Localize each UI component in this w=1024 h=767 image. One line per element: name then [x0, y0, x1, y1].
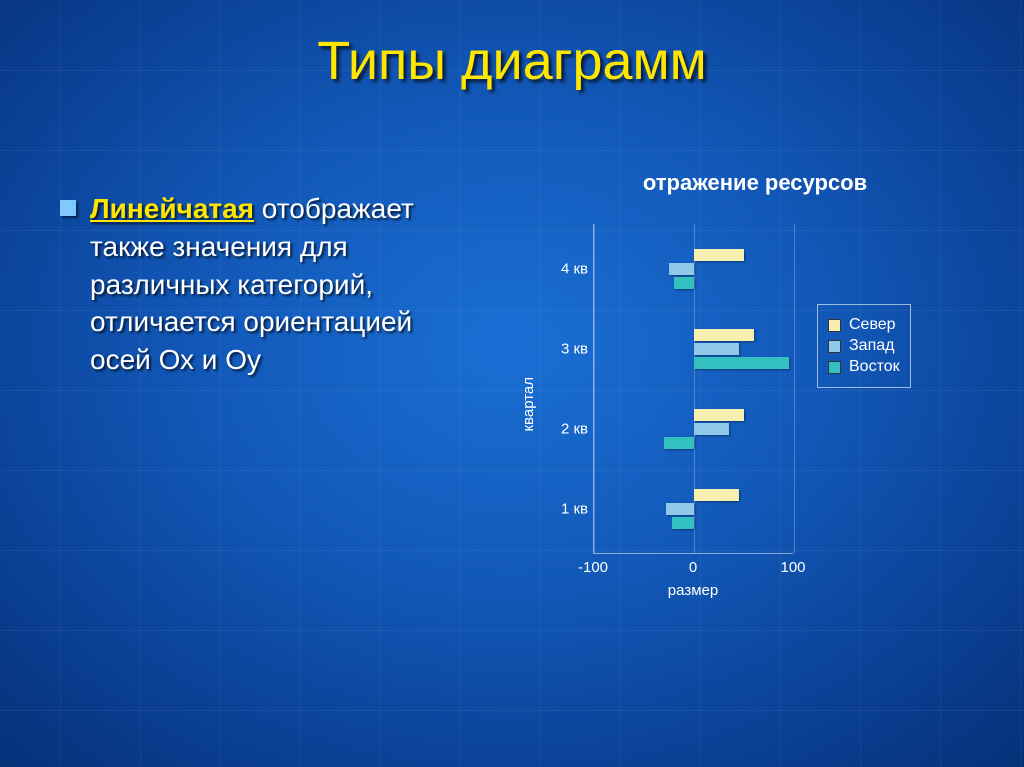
chart-gridline: [694, 224, 695, 553]
bullet-item: Линейчатая отображает также значения для…: [60, 190, 460, 379]
chart-title: отражение ресурсов: [520, 170, 990, 196]
legend-swatch-icon: [828, 361, 841, 374]
bullet-marker-icon: [60, 200, 76, 216]
bullet-emphasis: Линейчатая: [90, 193, 254, 224]
chart-category-label: 1 кв: [543, 501, 588, 518]
chart-bar: [666, 503, 694, 515]
chart-bar: [694, 343, 739, 355]
chart-x-tick-label: 100: [780, 559, 805, 576]
chart-legend: Север Запад Восток: [817, 304, 911, 388]
legend-item: Запад: [828, 337, 900, 355]
legend-label: Запад: [849, 337, 894, 355]
chart-category-label: 2 кв: [543, 421, 588, 438]
bullet-text: Линейчатая отображает также значения для…: [90, 190, 460, 379]
legend-item: Восток: [828, 358, 900, 376]
chart-bar: [694, 249, 744, 261]
chart-bar: [694, 423, 729, 435]
chart-gridline: [594, 224, 595, 553]
chart-y-axis-label: квартал: [520, 377, 537, 432]
chart-bar: [669, 263, 694, 275]
chart-plot-box: размер -10001004 кв3 кв2 кв1 кв: [543, 214, 803, 594]
chart-bar: [672, 517, 694, 529]
chart-bar: [694, 489, 739, 501]
bullet-list: Линейчатая отображает также значения для…: [60, 190, 460, 379]
chart-plot-area: [593, 224, 793, 554]
chart-bar: [664, 437, 694, 449]
legend-label: Восток: [849, 358, 900, 376]
chart-bar: [694, 409, 744, 421]
chart-x-axis-label: размер: [593, 582, 793, 599]
chart-bar: [694, 357, 789, 369]
chart-gridline: [794, 224, 795, 553]
chart-x-tick-label: -100: [578, 559, 608, 576]
chart-bar: [694, 329, 754, 341]
legend-item: Север: [828, 316, 900, 334]
chart-category-label: 4 кв: [543, 261, 588, 278]
legend-swatch-icon: [828, 340, 841, 353]
slide-title: Типы диаграмм: [0, 30, 1024, 92]
chart-category-label: 3 кв: [543, 341, 588, 358]
chart-bar: [674, 277, 694, 289]
chart-x-tick-label: 0: [689, 559, 697, 576]
bar-chart: отражение ресурсов квартал размер -10001…: [520, 170, 990, 594]
legend-swatch-icon: [828, 319, 841, 332]
legend-label: Север: [849, 316, 896, 334]
